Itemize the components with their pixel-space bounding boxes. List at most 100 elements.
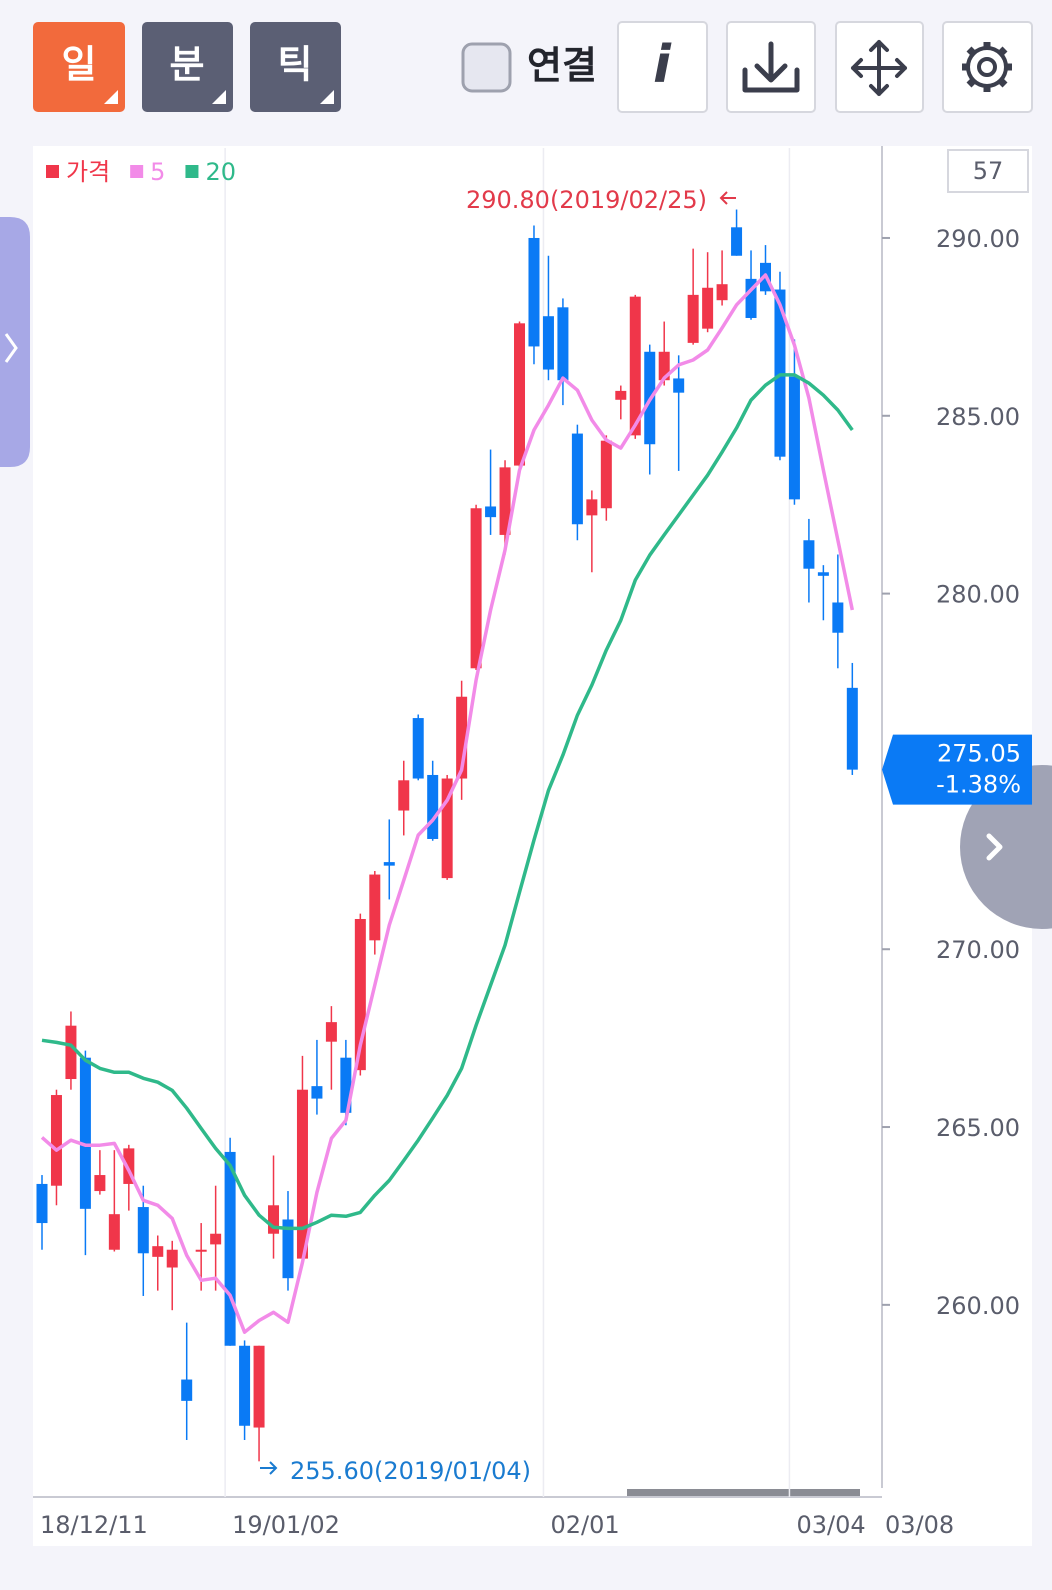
left-panel-tab[interactable]: [0, 217, 30, 467]
candle-body: [36, 1183, 48, 1224]
candle-body: [485, 506, 497, 518]
gear-icon: [962, 42, 1012, 92]
ma-line: [41, 373, 854, 1231]
candle-body: [340, 1057, 352, 1113]
candle-body: [311, 1086, 323, 1099]
legend-label: 가격: [66, 158, 110, 186]
change-label: -1.38%: [936, 771, 1021, 799]
plot: 18/12/11 19/01/02 02/01 03/04 03/08 260.00 265…: [36, 148, 1020, 1539]
candle-body: [615, 390, 627, 400]
candle-body: [774, 289, 786, 457]
legend-label: 20: [205, 158, 236, 186]
gear-hub: [977, 57, 997, 77]
left-arrow-icon: [4, 333, 18, 363]
y-tick-label: 285.00: [936, 403, 1020, 431]
info-button[interactable]: [617, 21, 708, 113]
candle-body: [528, 237, 540, 347]
right-panel-tab[interactable]: [960, 765, 1052, 929]
minute-button[interactable]: [142, 22, 233, 112]
button-label: 일: [62, 43, 97, 87]
candle-body: [65, 1025, 77, 1080]
candle-body: [383, 862, 395, 866]
candle-body: [137, 1207, 149, 1254]
ma-line: [40, 273, 855, 1334]
candle-body: [702, 287, 714, 329]
button-label: 틱: [278, 43, 313, 87]
candle-body: [803, 540, 815, 569]
move-icon: [851, 40, 907, 96]
scrollbar[interactable]: [627, 1489, 860, 1496]
candle-body: [354, 918, 366, 1071]
candle-body: [108, 1214, 120, 1250]
candle-body: [398, 780, 410, 811]
right-arrow-icon: [986, 833, 1003, 861]
candle-body: [79, 1057, 91, 1209]
candle-body: [210, 1233, 222, 1245]
x-tick-label: 02/01: [550, 1511, 619, 1539]
candle-body: [239, 1345, 251, 1426]
candle-body: [586, 499, 598, 516]
candle-body: [152, 1246, 164, 1257]
count-box: [947, 149, 1029, 193]
candle-body: [123, 1148, 135, 1184]
corner-mark: [320, 90, 334, 104]
tick-button[interactable]: [250, 22, 341, 112]
candle-body: [282, 1219, 294, 1279]
y-tick-label: 280.00: [936, 581, 1020, 609]
checkbox-label: 연결: [527, 44, 597, 88]
candle-body: [846, 687, 858, 770]
candle-body: [788, 376, 800, 500]
candle-body: [181, 1379, 193, 1401]
candle-body: [499, 467, 511, 535]
info-icon: i: [653, 35, 672, 95]
last-price-tag: [882, 734, 1032, 805]
legend-label: 5: [150, 158, 165, 186]
candle-body: [571, 433, 583, 525]
settings-button[interactable]: [942, 21, 1033, 113]
corner-mark: [212, 90, 226, 104]
gear-teeth: [962, 42, 1012, 92]
candle-body: [470, 508, 482, 669]
candle-body: [166, 1249, 178, 1268]
y-tick-label: 265.00: [936, 1114, 1020, 1142]
candle-body: [456, 696, 468, 779]
x-tick-label: 19/01/02: [232, 1511, 340, 1539]
candle-body: [325, 1022, 337, 1042]
candle-body: [687, 294, 699, 343]
candle-body: [731, 227, 743, 256]
button-label: 분: [170, 43, 205, 87]
candle-body: [441, 778, 453, 879]
candle-body: [94, 1175, 106, 1192]
candle-body: [224, 1151, 236, 1346]
candle-body: [716, 284, 728, 301]
max-annotation: 290.80(2019/02/25): [466, 186, 707, 214]
toolbar: 일 분 틱 연결 i: [33, 21, 1033, 113]
x-tick-label: 18/12/11: [40, 1511, 148, 1539]
candle-body: [542, 316, 554, 370]
y-tick-label: 260.00: [936, 1292, 1020, 1320]
y-tick-label: 270.00: [936, 936, 1020, 964]
x-tick-label: 03/04: [796, 1511, 865, 1539]
candle-body: [412, 718, 424, 779]
day-button[interactable]: [33, 22, 125, 112]
candle-body: [296, 1089, 308, 1259]
candle-body: [658, 351, 670, 381]
x-tick-label: 03/08: [885, 1511, 954, 1539]
candle-body: [427, 774, 439, 839]
candle-body: [195, 1249, 207, 1252]
last-price-label: 275.05: [937, 740, 1021, 768]
download-icon: [742, 41, 800, 93]
candle-body: [673, 378, 685, 393]
candle-body: [629, 296, 641, 436]
y-tick-label: 290.00: [936, 225, 1020, 253]
candle-body: [268, 1205, 280, 1234]
checkbox[interactable]: [461, 42, 512, 93]
max-arrow: [719, 191, 736, 205]
candle-body: [50, 1095, 62, 1186]
candle-body: [557, 307, 569, 381]
legend-swatch: [185, 165, 199, 178]
min-arrow: [260, 1461, 278, 1475]
candle-body: [817, 572, 829, 576]
